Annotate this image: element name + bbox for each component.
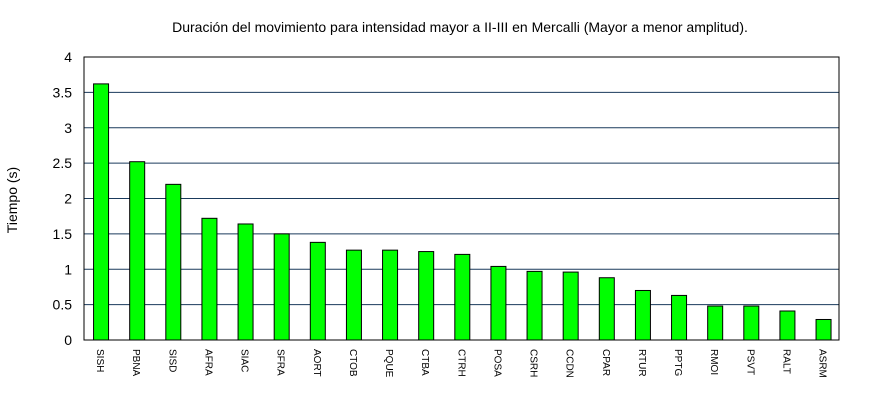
x-tick-label: SISD bbox=[166, 349, 177, 372]
bar-ccdn bbox=[563, 272, 578, 340]
bar-pptg bbox=[672, 295, 687, 340]
y-tick-label: 3 bbox=[64, 120, 72, 136]
bar-cpar bbox=[599, 278, 614, 340]
x-tick-label: PQUE bbox=[383, 349, 394, 378]
x-tick-label: CSRH bbox=[528, 349, 539, 377]
y-tick-label: 2.5 bbox=[53, 155, 73, 171]
y-tick-label: 2 bbox=[64, 191, 72, 207]
x-tick-label: CCDN bbox=[564, 349, 575, 378]
x-tick-label: PPTG bbox=[672, 349, 683, 376]
bar-rtur bbox=[635, 290, 650, 340]
bar-ralt bbox=[780, 311, 795, 340]
bars bbox=[94, 84, 831, 340]
bar-ctrh bbox=[455, 254, 470, 340]
x-tick-label: AFRA bbox=[202, 349, 213, 376]
y-tick-label: 0 bbox=[64, 332, 72, 348]
x-tick-label: SFRA bbox=[275, 349, 286, 376]
x-tick-label: RMOI bbox=[708, 349, 719, 375]
x-tick-label: AORT bbox=[311, 349, 322, 377]
y-tick-label: 1 bbox=[64, 261, 72, 277]
bar-ctba bbox=[419, 252, 434, 340]
bar-sfra bbox=[274, 234, 289, 340]
x-tick-label: CTOB bbox=[347, 349, 358, 377]
x-tick-labels: SISH PBNA SISD AFRA SIAC SFRA AORT CTOB PQUE CTBA… bbox=[94, 349, 827, 378]
y-tick-label: 0.5 bbox=[53, 297, 73, 313]
bar-aort bbox=[310, 242, 325, 340]
x-tick-label: RTUR bbox=[636, 349, 647, 377]
bar-rmoi bbox=[708, 306, 723, 340]
x-tick-label: SISH bbox=[94, 349, 105, 372]
x-tick-label: RALT bbox=[780, 349, 791, 374]
y-axis-label: Tiempo (s) bbox=[4, 167, 20, 233]
x-tick-label: CTBA bbox=[419, 349, 430, 376]
x-tick-label: ASRM bbox=[817, 349, 828, 378]
bar-sisd bbox=[166, 184, 181, 340]
bar-siac bbox=[238, 224, 253, 340]
x-tick-label: POSA bbox=[491, 349, 502, 377]
bar-pque bbox=[383, 250, 398, 340]
bar-pbna bbox=[130, 162, 145, 340]
bar-ctob bbox=[346, 250, 361, 340]
chart-title: Duración del movimiento para intensidad … bbox=[172, 19, 748, 35]
x-tick-label: CTRH bbox=[455, 349, 466, 377]
y-tick-label: 1.5 bbox=[53, 226, 73, 242]
y-tick-labels: 0 0.5 1 1.5 2 2.5 3 3.5 4 bbox=[53, 49, 73, 348]
y-tick-label: 4 bbox=[64, 49, 72, 65]
bar-sish bbox=[94, 84, 109, 340]
bar-asrm bbox=[816, 319, 831, 340]
bar-afra bbox=[202, 218, 217, 340]
x-tick-label: PBNA bbox=[130, 349, 141, 377]
bar-psvt bbox=[744, 306, 759, 340]
x-tick-label: SIAC bbox=[239, 349, 250, 372]
bar-csrh bbox=[527, 271, 542, 340]
y-tick-label: 3.5 bbox=[53, 84, 73, 100]
x-tick-label: PSVT bbox=[744, 349, 755, 375]
x-tick-label: CPAR bbox=[600, 349, 611, 376]
bar-posa bbox=[491, 266, 506, 340]
